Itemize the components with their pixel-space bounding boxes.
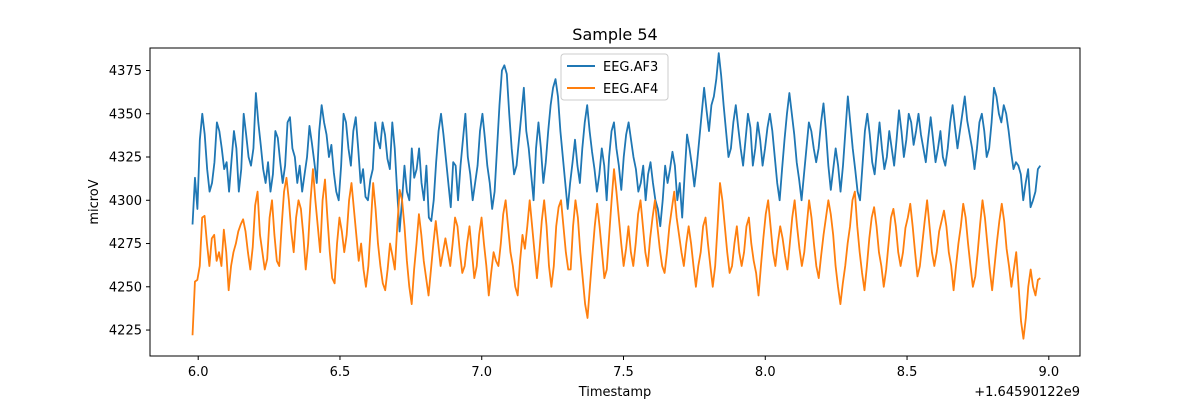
y-tick-label: 4225 [109,324,142,339]
x-tick-label: 9.0 [1038,365,1059,380]
plot-series-group [191,52,1042,340]
legend: EEG.AF3 EEG.AF4 [560,53,669,101]
x-tick-label: 7.5 [613,365,634,380]
y-tick-label: 4250 [109,280,142,295]
x-tick-label: 6.0 [188,365,209,380]
y-tick-label: 4325 [109,151,142,166]
y-axis-ticks: 4225 4250 4275 4300 4325 4350 4375 [109,64,150,339]
legend-label-eeg-af3: EEG.AF3 [603,60,658,75]
x-tick-label: 8.5 [897,365,918,380]
series-line-eeg-af3 [191,52,1042,233]
x-axis-label: Timestamp [578,385,652,400]
series-line-eeg-af4 [191,168,1041,340]
y-tick-label: 4275 [109,237,142,252]
x-tick-label: 8.0 [755,365,776,380]
y-tick-label: 4350 [109,107,142,122]
x-tick-label: 6.5 [330,365,351,380]
plot-frame [149,47,1081,357]
legend-label-eeg-af4: EEG.AF4 [603,82,658,97]
y-tick-label: 4300 [109,194,142,209]
x-axis-ticks: 6.0 6.5 7.0 7.5 8.0 8.5 9.0 [188,356,1059,380]
y-axis-label: microV [87,179,102,224]
x-axis-offset-label: +1.64590122e9 [974,385,1080,400]
chart-title: Sample 54 [572,25,657,44]
y-tick-label: 4375 [109,64,142,79]
x-tick-label: 7.0 [471,365,492,380]
